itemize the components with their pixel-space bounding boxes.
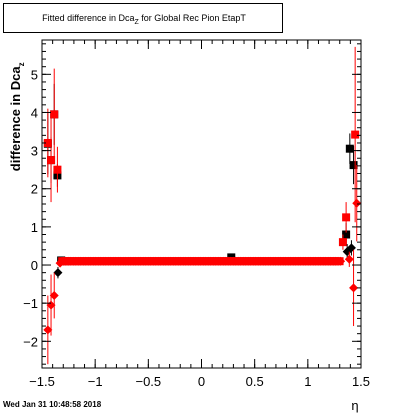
series-1-point-square — [338, 238, 347, 247]
chart-title-box: Fitted difference in DcaZ for Global Rec… — [3, 3, 283, 33]
chart-axes: −1.5 −1 −0.5 0 0.5 1 1.5 −2 −1 0 1 2 3 4 5 η — [23, 40, 370, 413]
chart-title-rest: for Global Rec Pion EtapT — [138, 13, 246, 23]
series-0-point-square — [345, 144, 354, 153]
y-axis-label-main: difference in Dca — [8, 66, 24, 172]
series-3-point-diamond — [49, 291, 59, 301]
y-tick-label: 4 — [31, 105, 38, 120]
series-3-point-diamond — [352, 198, 362, 208]
plot-frame — [41, 39, 362, 369]
x-tick-label: 1 — [304, 374, 311, 389]
y-axis-label: difference in Dcaz — [8, 62, 26, 172]
series-3-point-diamond — [344, 254, 354, 264]
y-tick-label: −2 — [23, 334, 38, 349]
x-tick-label: 1.5 — [352, 374, 370, 389]
x-tick-label: 0 — [198, 374, 205, 389]
timestamp-footer: Wed Jan 31 10:48:58 2018 — [3, 400, 102, 409]
series-1-point-square — [351, 130, 360, 139]
series-1-point-square — [43, 138, 52, 147]
x-tick-label: −1 — [88, 374, 103, 389]
chart-marks — [43, 46, 362, 365]
series-1-point-square — [50, 110, 59, 119]
series-0-point-square — [342, 230, 351, 239]
series-5-point-diamond — [336, 256, 346, 266]
series-1-point-square — [47, 156, 56, 165]
y-axis-label-subscript: z — [16, 62, 26, 67]
x-axis-label: η — [351, 398, 358, 413]
series-3-point-diamond — [349, 283, 359, 293]
series-1-point-square — [342, 213, 351, 222]
chart-title-subscript: Z — [134, 18, 139, 26]
series-2-point-diamond — [53, 268, 63, 278]
x-tick-label: −0.5 — [135, 374, 161, 389]
y-tick-label: 5 — [31, 67, 38, 82]
series-3-point-diamond — [43, 325, 53, 335]
y-tick-label: 3 — [31, 144, 38, 159]
y-tick-label: −1 — [23, 296, 38, 311]
x-tick-label: 0.5 — [246, 374, 264, 389]
y-tick-label: 0 — [31, 258, 38, 273]
chart-title-main: Fitted difference in Dca — [42, 13, 135, 23]
y-tick-label: 2 — [31, 182, 38, 197]
chart-title: Fitted difference in DcaZ for Global Rec… — [4, 13, 284, 26]
series-1-point-square — [53, 165, 62, 174]
y-tick-label: 1 — [31, 220, 38, 235]
series-0-point-square — [349, 161, 358, 170]
x-tick-label: −1.5 — [29, 374, 55, 389]
